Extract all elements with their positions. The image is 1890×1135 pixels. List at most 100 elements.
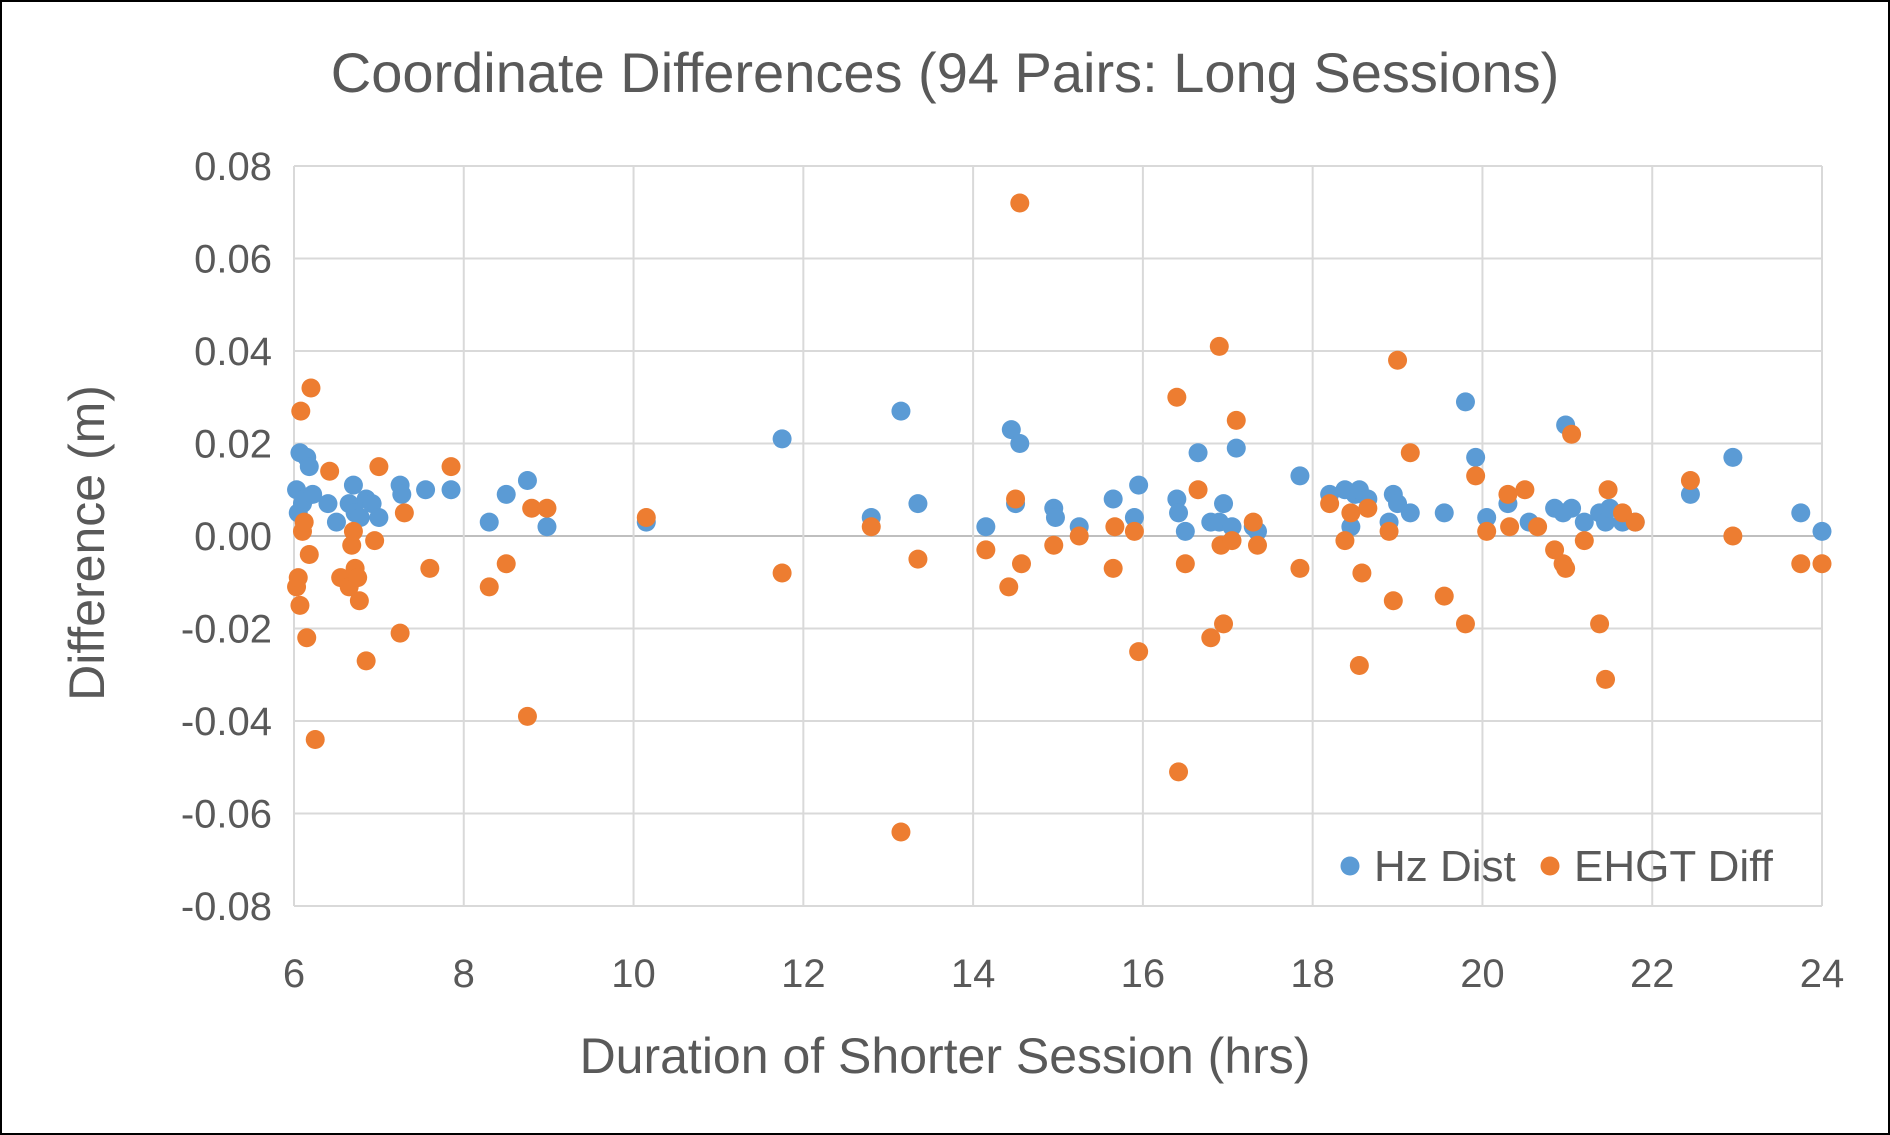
point-hz-dist — [1574, 512, 1594, 532]
point-ehgt-diff — [1556, 558, 1576, 578]
point-ehgt-diff — [297, 628, 317, 648]
x-tick-label: 10 — [611, 952, 656, 996]
point-ehgt-diff — [1044, 535, 1064, 555]
point-ehgt-diff — [365, 531, 385, 551]
point-ehgt-diff — [1222, 531, 1242, 551]
series-1 — [287, 193, 1832, 842]
x-tick-label: 20 — [1460, 952, 1505, 996]
legend-marker — [1540, 856, 1560, 876]
x-tick-label: 24 — [1800, 952, 1845, 996]
x-tick-label: 8 — [453, 952, 475, 996]
point-hz-dist — [1169, 503, 1189, 523]
x-tick-label: 18 — [1290, 952, 1335, 996]
x-tick-label: 14 — [951, 952, 996, 996]
x-tick-label: 16 — [1121, 952, 1166, 996]
y-tick-label: -0.02 — [181, 608, 272, 652]
point-ehgt-diff — [305, 730, 325, 749]
x-axis-title: Duration of Shorter Session (hrs) — [580, 1028, 1311, 1084]
point-ehgt-diff — [1455, 614, 1475, 634]
series-0 — [287, 392, 1832, 541]
point-ehgt-diff — [861, 517, 881, 537]
point-hz-dist — [1129, 475, 1149, 495]
legend-label: EHGT Diff — [1574, 842, 1774, 891]
point-ehgt-diff — [1103, 558, 1123, 578]
point-ehgt-diff — [369, 457, 389, 477]
point-hz-dist — [318, 494, 338, 514]
point-ehgt-diff — [908, 549, 928, 569]
point-ehgt-diff — [496, 554, 516, 574]
point-ehgt-diff — [537, 498, 557, 518]
point-ehgt-diff — [441, 457, 461, 477]
point-hz-dist — [416, 480, 436, 500]
y-tick-labels: 0.08 0.06 0.04 0.02 0.00 -0.02 -0.04 -0.06 -0.08 — [181, 145, 272, 929]
point-ehgt-diff — [342, 535, 362, 555]
point-ehgt-diff — [1791, 554, 1811, 574]
point-ehgt-diff — [290, 595, 310, 615]
legend-marker — [1340, 856, 1360, 876]
point-ehgt-diff — [1124, 521, 1144, 541]
y-tick-label: -0.04 — [181, 700, 272, 744]
point-hz-dist — [1562, 498, 1582, 518]
point-ehgt-diff — [1214, 614, 1234, 634]
point-ehgt-diff — [1466, 466, 1486, 486]
point-hz-dist — [1477, 508, 1497, 527]
y-tick-label: -0.08 — [181, 885, 272, 929]
point-ehgt-diff — [1596, 669, 1616, 689]
point-ehgt-diff — [1010, 193, 1030, 213]
point-ehgt-diff — [1209, 336, 1229, 356]
point-ehgt-diff — [1498, 484, 1518, 504]
point-ehgt-diff — [1723, 526, 1743, 546]
point-ehgt-diff — [517, 706, 537, 726]
point-ehgt-diff — [1545, 540, 1565, 560]
point-ehgt-diff — [976, 540, 996, 560]
point-ehgt-diff — [348, 568, 368, 588]
x-tick-label: 22 — [1630, 952, 1675, 996]
point-hz-dist — [299, 457, 319, 477]
point-ehgt-diff — [1379, 521, 1399, 541]
point-hz-dist — [1434, 503, 1454, 523]
legend-label: Hz Dist — [1374, 842, 1516, 891]
point-ehgt-diff — [1383, 591, 1403, 611]
point-hz-dist — [479, 512, 499, 532]
point-hz-dist — [1290, 466, 1310, 486]
point-ehgt-diff — [1167, 387, 1187, 407]
point-hz-dist — [1167, 489, 1187, 509]
y-tick-label: 0.02 — [194, 423, 272, 467]
point-ehgt-diff — [891, 822, 911, 842]
point-ehgt-diff — [294, 512, 314, 532]
point-ehgt-diff — [1349, 656, 1369, 675]
point-hz-dist — [891, 401, 911, 421]
point-hz-dist — [1010, 434, 1030, 453]
point-ehgt-diff — [522, 498, 542, 518]
point-hz-dist — [1455, 392, 1475, 412]
x-tick-labels: 6 8 10 12 14 16 18 20 22 24 — [283, 952, 1844, 996]
point-ehgt-diff — [479, 577, 499, 597]
point-ehgt-diff — [1434, 586, 1454, 606]
point-ehgt-diff — [394, 503, 414, 523]
point-hz-dist — [1188, 443, 1208, 463]
point-hz-dist — [1791, 503, 1811, 523]
point-hz-dist — [908, 494, 928, 514]
point-ehgt-diff — [1011, 554, 1031, 574]
point-ehgt-diff — [1226, 410, 1246, 430]
point-ehgt-diff — [1500, 517, 1520, 537]
point-hz-dist — [1001, 420, 1021, 440]
point-ehgt-diff — [420, 558, 440, 578]
point-ehgt-diff — [1069, 526, 1089, 546]
point-ehgt-diff — [999, 577, 1019, 597]
point-ehgt-diff — [1169, 762, 1189, 782]
x-tick-label: 6 — [283, 952, 305, 996]
point-hz-dist — [1812, 521, 1832, 541]
point-ehgt-diff — [299, 545, 319, 564]
point-ehgt-diff — [291, 401, 311, 421]
point-ehgt-diff — [1247, 535, 1267, 555]
data-points — [287, 193, 1832, 842]
point-ehgt-diff — [349, 591, 369, 611]
point-ehgt-diff — [1562, 424, 1582, 444]
point-ehgt-diff — [1129, 642, 1149, 662]
point-ehgt-diff — [1243, 512, 1263, 532]
y-tick-label: 0.06 — [194, 238, 272, 282]
point-hz-dist — [1175, 521, 1195, 541]
point-hz-dist — [1466, 447, 1486, 467]
